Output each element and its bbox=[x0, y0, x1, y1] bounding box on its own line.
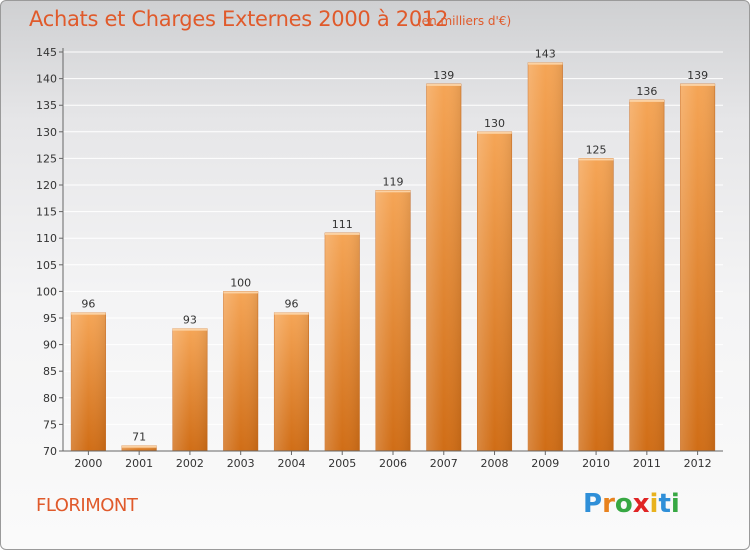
x-tick-label: 2001 bbox=[125, 457, 153, 470]
bar-shine bbox=[426, 83, 462, 452]
bar-top-highlight bbox=[172, 328, 208, 331]
x-tick-label: 2005 bbox=[328, 457, 356, 470]
data-label: 96 bbox=[81, 298, 95, 311]
x-tick-label: 2011 bbox=[633, 457, 661, 470]
logo-letter: i bbox=[649, 489, 659, 519]
logo-letter: i bbox=[670, 489, 680, 519]
x-tick-label: 2002 bbox=[176, 457, 204, 470]
data-label: 71 bbox=[132, 431, 146, 444]
chart-title: Achats et Charges Externes 2000 à 2012 bbox=[29, 7, 449, 31]
data-label: 139 bbox=[687, 69, 708, 82]
bar-top-highlight bbox=[324, 232, 360, 235]
data-label: 100 bbox=[230, 276, 251, 289]
bar-shine bbox=[375, 190, 411, 451]
y-tick-label: 110 bbox=[36, 232, 57, 245]
proxiti-logo: Proxiti bbox=[583, 489, 680, 519]
bar-top-highlight bbox=[629, 99, 665, 102]
x-tick-label: 2006 bbox=[379, 457, 407, 470]
x-axis: 2000 2001 2002 2003 2004 2005 2006 2007 2008 2009… bbox=[63, 450, 723, 470]
data-label: 93 bbox=[183, 314, 197, 327]
data-label: 143 bbox=[535, 48, 556, 61]
y-tick-label: 125 bbox=[36, 152, 57, 165]
bar-shine bbox=[680, 83, 715, 452]
chart-subtitle: (en milliers d'€) bbox=[417, 14, 512, 28]
data-label: 130 bbox=[484, 117, 505, 130]
y-tick-label: 140 bbox=[36, 73, 57, 86]
bar-shine bbox=[528, 62, 563, 451]
logo-letter: x bbox=[632, 489, 650, 519]
bar-shine bbox=[172, 328, 208, 451]
logo-letter: t bbox=[658, 489, 671, 519]
x-tick-label: 2003 bbox=[227, 457, 255, 470]
logo-letter: o bbox=[614, 489, 633, 519]
data-label: 139 bbox=[433, 69, 454, 82]
bar-top-highlight bbox=[578, 158, 614, 161]
bar-top-highlight bbox=[680, 83, 715, 86]
x-tick-label: 2012 bbox=[684, 457, 712, 470]
bar-shine bbox=[71, 312, 106, 451]
x-tick-label: 2009 bbox=[531, 457, 559, 470]
x-tick-label: 2004 bbox=[277, 457, 305, 470]
x-tick-label: 2008 bbox=[481, 457, 509, 470]
bar-shine bbox=[324, 232, 360, 451]
x-tick-label: 2000 bbox=[74, 457, 102, 470]
y-tick-label: 145 bbox=[36, 46, 57, 59]
bar-shine bbox=[578, 158, 614, 451]
y-tick-label: 130 bbox=[36, 126, 57, 139]
data-label: 111 bbox=[332, 218, 353, 231]
bar-shine bbox=[223, 291, 258, 451]
data-label: 96 bbox=[284, 298, 298, 311]
bar-shine bbox=[121, 445, 157, 451]
y-tick-label: 95 bbox=[43, 312, 57, 325]
bar-top-highlight bbox=[121, 445, 157, 448]
bar-shine bbox=[629, 99, 665, 451]
y-tick-label: 135 bbox=[36, 99, 57, 112]
bar-top-highlight bbox=[223, 291, 258, 294]
bar-top-highlight bbox=[477, 131, 512, 134]
y-tick-label: 105 bbox=[36, 259, 57, 272]
bar-top-highlight bbox=[274, 312, 309, 315]
y-tick-label: 80 bbox=[43, 392, 57, 405]
data-label: 125 bbox=[586, 143, 607, 156]
y-tick-label: 100 bbox=[36, 285, 57, 298]
data-labels: 96 71 93 100 96 111 119 139 130 143 125 136 139 bbox=[81, 48, 708, 444]
x-tick-label: 2007 bbox=[430, 457, 458, 470]
commune-name: FLORIMONT bbox=[36, 495, 138, 516]
bars bbox=[70, 62, 716, 452]
bar-top-highlight bbox=[426, 83, 462, 86]
data-label: 136 bbox=[636, 85, 657, 98]
logo-letter: r bbox=[602, 489, 615, 519]
bar-shine bbox=[274, 312, 309, 451]
y-tick-label: 85 bbox=[43, 365, 57, 378]
x-tick-label: 2010 bbox=[582, 457, 610, 470]
bar-top-highlight bbox=[71, 312, 106, 315]
bar-top-highlight bbox=[375, 190, 411, 193]
y-tick-label: 115 bbox=[36, 206, 57, 219]
y-tick-label: 120 bbox=[36, 179, 57, 192]
logo-letter: P bbox=[583, 489, 603, 519]
y-tick-label: 75 bbox=[43, 418, 57, 431]
y-tick-label: 90 bbox=[43, 339, 57, 352]
y-tick-label: 70 bbox=[43, 445, 57, 458]
y-axis: 70 75 80 85 90 95 100 105 110 115 120 125 130 135 140 1… bbox=[36, 46, 64, 458]
bar-shine bbox=[477, 131, 512, 452]
data-label: 119 bbox=[383, 175, 404, 188]
bar-top-highlight bbox=[528, 62, 563, 65]
